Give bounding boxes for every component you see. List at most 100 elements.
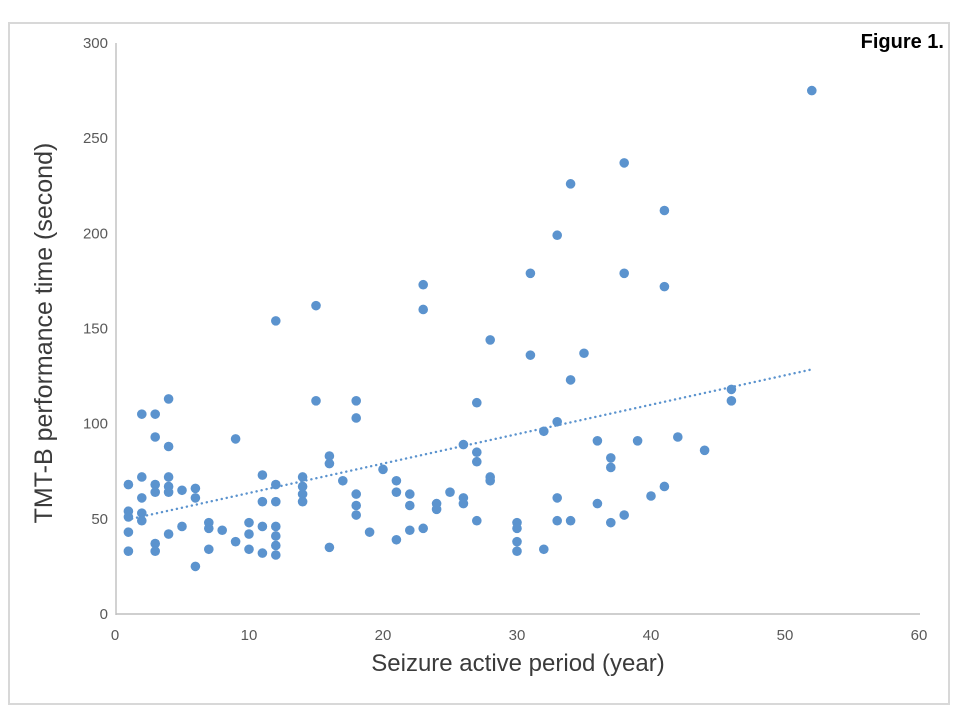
data-point xyxy=(204,523,214,534)
data-point xyxy=(606,462,616,473)
data-point xyxy=(619,268,629,279)
data-point xyxy=(525,268,536,279)
data-point xyxy=(351,396,362,406)
data-point xyxy=(673,432,683,442)
data-point xyxy=(431,504,442,515)
data-point xyxy=(137,508,147,518)
data-point xyxy=(592,435,603,446)
data-point xyxy=(297,496,308,507)
data-point xyxy=(512,536,522,547)
data-point xyxy=(391,475,402,486)
data-point xyxy=(190,561,201,572)
data-point xyxy=(445,487,455,497)
data-point xyxy=(271,316,281,326)
data-point xyxy=(512,523,522,534)
data-point xyxy=(351,489,362,499)
data-point xyxy=(391,487,402,497)
figure-border xyxy=(8,22,950,705)
data-point xyxy=(271,540,281,551)
data-point xyxy=(726,384,737,395)
data-point xyxy=(137,493,147,503)
y-tick-label: 50 xyxy=(91,511,108,528)
data-point xyxy=(271,479,281,490)
data-point xyxy=(726,396,737,406)
data-point xyxy=(150,432,160,442)
data-point xyxy=(137,409,147,419)
x-tick-label: 20 xyxy=(375,627,392,644)
data-point xyxy=(324,542,335,553)
data-point xyxy=(364,527,375,537)
data-point xyxy=(190,483,201,494)
data-point xyxy=(807,85,817,96)
x-axis-title: Seizure active period (year) xyxy=(371,650,665,677)
data-point xyxy=(525,350,536,360)
data-point xyxy=(351,413,362,423)
data-point xyxy=(163,441,174,452)
data-point xyxy=(257,470,268,480)
data-point xyxy=(699,445,710,456)
data-point xyxy=(565,515,576,526)
data-point xyxy=(539,426,549,437)
data-point xyxy=(405,489,415,499)
data-point xyxy=(123,546,134,556)
data-point xyxy=(472,397,482,408)
data-point xyxy=(579,348,589,359)
x-tick-label: 40 xyxy=(643,627,660,644)
data-point xyxy=(565,179,576,189)
y-tick-label: 300 xyxy=(83,35,108,52)
data-point xyxy=(163,529,174,539)
y-tick-label: 100 xyxy=(83,416,108,433)
data-point xyxy=(351,510,362,520)
data-point xyxy=(458,439,469,450)
data-point xyxy=(606,517,616,528)
data-point xyxy=(565,375,576,385)
data-point xyxy=(485,335,496,345)
data-point xyxy=(418,279,429,290)
data-point xyxy=(472,515,482,526)
data-point xyxy=(297,472,308,482)
data-point xyxy=(659,281,670,292)
data-point xyxy=(552,416,562,427)
data-point xyxy=(150,546,160,556)
data-point xyxy=(257,548,268,558)
figure-title: Figure 1. xyxy=(860,31,944,53)
data-point xyxy=(632,435,643,446)
data-point xyxy=(163,472,174,482)
data-point xyxy=(150,409,160,419)
y-tick-label: 200 xyxy=(83,225,108,242)
data-point xyxy=(204,544,214,555)
data-point xyxy=(659,205,670,216)
data-point xyxy=(619,158,629,168)
trendline xyxy=(125,368,813,521)
y-tick-label: 0 xyxy=(100,606,108,623)
data-point xyxy=(271,531,281,541)
data-point xyxy=(297,481,308,492)
data-point xyxy=(150,487,160,497)
data-point xyxy=(137,472,147,482)
x-tick-label: 30 xyxy=(509,627,526,644)
data-point xyxy=(244,529,254,539)
data-point xyxy=(458,498,469,509)
data-point xyxy=(271,550,281,560)
data-point xyxy=(177,521,187,532)
data-point xyxy=(137,515,147,526)
data-point xyxy=(472,447,482,458)
data-point xyxy=(257,521,268,532)
data-point xyxy=(351,500,362,511)
data-point xyxy=(606,453,616,463)
data-point xyxy=(405,500,415,511)
data-point xyxy=(150,479,160,490)
data-point xyxy=(271,496,281,507)
x-tick-label: 0 xyxy=(111,627,119,644)
data-point xyxy=(552,493,562,503)
y-tick-label: 250 xyxy=(83,130,108,147)
data-point xyxy=(190,493,201,503)
data-point xyxy=(123,527,134,537)
data-point xyxy=(472,456,482,467)
data-point xyxy=(338,475,348,486)
data-point xyxy=(123,512,134,522)
data-point xyxy=(311,396,321,406)
data-point xyxy=(646,491,656,501)
data-point xyxy=(539,544,549,555)
data-point xyxy=(177,485,187,496)
